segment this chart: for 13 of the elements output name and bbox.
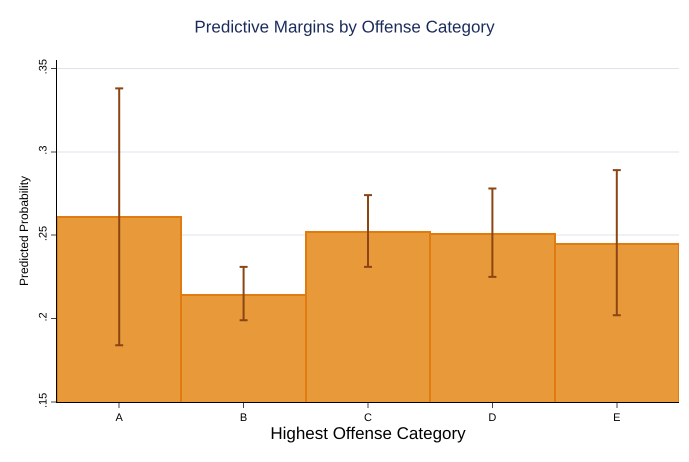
y-tick-label: .15 (38, 392, 50, 408)
y-tick-label: .2 (38, 312, 50, 322)
x-tick-label: D (488, 412, 496, 424)
y-tick-label: .3 (38, 146, 50, 155)
y-tick-label: .25 (38, 226, 50, 242)
x-tick-label: A (116, 412, 124, 424)
y-tick-label: .35 (38, 59, 50, 74)
chart-title: Predictive Margins by Offense Category (194, 18, 496, 37)
x-tick-label: E (613, 412, 620, 424)
y-axis-title: Predicted Probability (16, 176, 31, 286)
x-tick-label: C (364, 412, 372, 424)
x-tick-label: B (240, 412, 248, 424)
x-axis-title: Highest Offense Category (270, 424, 466, 444)
